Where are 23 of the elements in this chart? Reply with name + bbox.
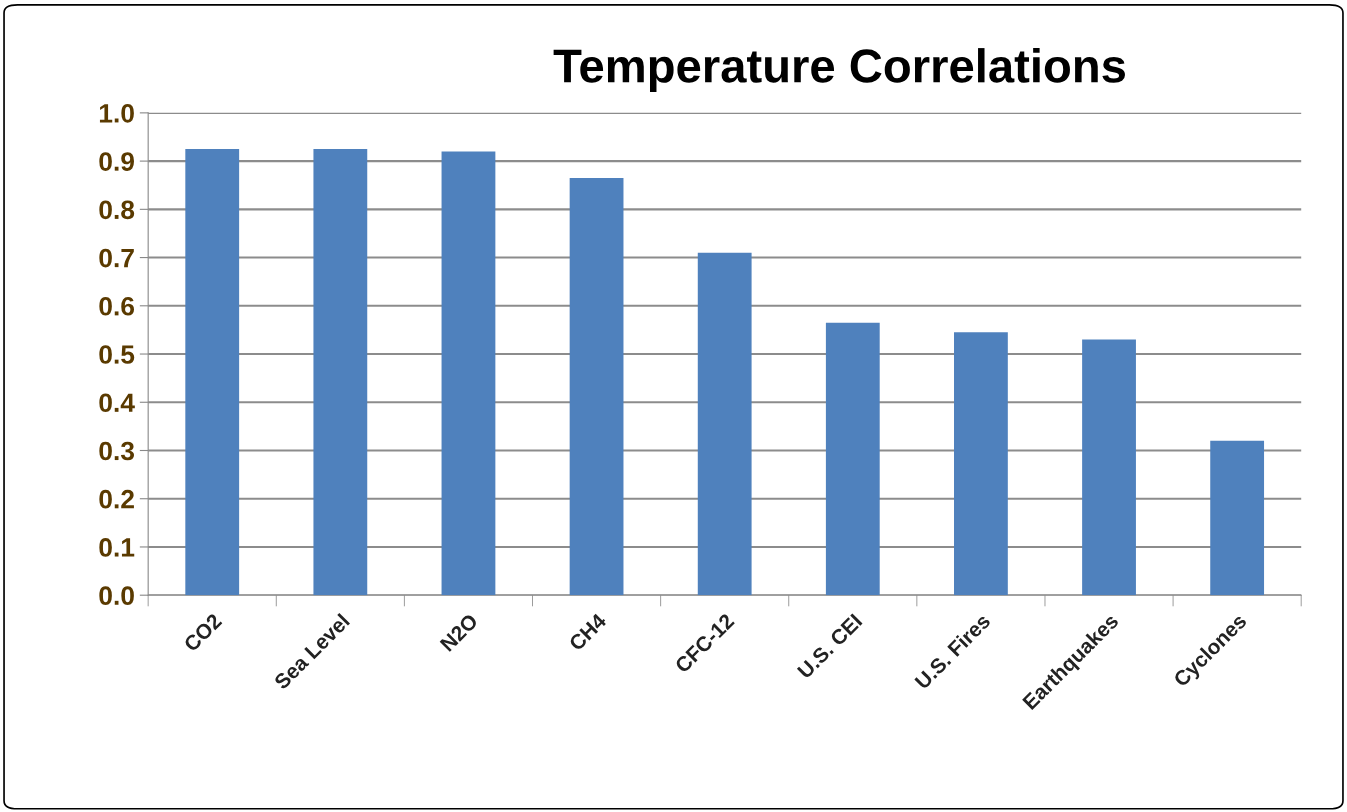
y-tick-label: 0.1: [99, 538, 135, 557]
bar: [313, 149, 368, 596]
bar: [441, 151, 496, 596]
chart-title: Temperature Correlations: [553, 48, 1125, 93]
bar: [185, 149, 240, 596]
x-tick-label: U.S. CEI: [796, 613, 863, 680]
y-tick-label: 0.6: [99, 296, 135, 316]
y-tick-label: 0.4: [99, 393, 135, 413]
y-tick-label: 0.0: [99, 586, 134, 606]
y-tick-label: 1.0: [99, 104, 134, 123]
y-tick-label: 0.8: [99, 200, 135, 220]
y-tick-label: 0.3: [99, 441, 135, 461]
y-tick-label: 0.2: [99, 489, 134, 509]
y-tick-label: 0.9: [99, 152, 134, 171]
y-tick-label: 0.5: [99, 345, 135, 364]
bar: [569, 177, 624, 596]
bar: [825, 322, 880, 596]
bar: [1210, 440, 1265, 596]
bar: [1082, 339, 1136, 596]
bar: [697, 252, 752, 596]
bar: [954, 332, 1008, 596]
y-tick-label: 0.7: [99, 248, 134, 268]
x-tick-label: CH4: [568, 612, 608, 652]
